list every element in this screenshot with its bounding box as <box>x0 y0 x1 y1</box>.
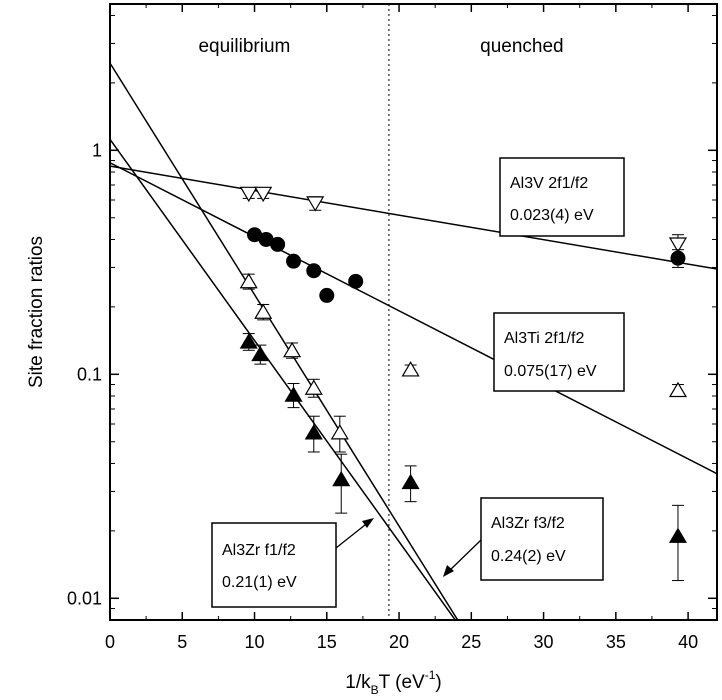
fit-line <box>110 62 459 620</box>
arrowhead-al3zr-f1f2 <box>362 518 374 528</box>
region-label-quenched: quenched <box>480 36 563 57</box>
annotation-al3v: Al3V 2f1/f2 0.023(4) eV <box>499 157 625 237</box>
x-axis-label-sub: B <box>371 683 379 697</box>
x-axis-label-mid: T (eV <box>379 672 425 693</box>
point-triangle-up <box>283 341 302 358</box>
point-triangle-down <box>306 196 325 212</box>
x-axis-label-sup: -1 <box>425 668 436 682</box>
annotation-box <box>480 497 604 581</box>
point-triangle-up <box>239 272 258 289</box>
annotation-value: 0.075(17) eV <box>504 363 597 380</box>
annotation-arrows <box>335 518 482 577</box>
point-triangle-up <box>239 333 258 349</box>
x-tick-label: 40 <box>678 632 698 652</box>
y-axis-label: Site fraction ratios <box>26 236 47 388</box>
point-triangle-up <box>668 381 688 398</box>
annotation-title: Al3Ti 2f1/f2 <box>504 330 584 347</box>
point-triangle-up <box>251 345 270 362</box>
point-triangle-up <box>332 470 351 487</box>
annotation-box <box>493 312 625 392</box>
fit-line <box>110 165 717 270</box>
arrow-al3zr-f3f2 <box>446 539 482 574</box>
annotation-value: 0.24(2) eV <box>491 548 566 565</box>
x-tick-label: 5 <box>177 632 187 652</box>
x-tick-label: 10 <box>245 632 265 652</box>
point-circle <box>270 236 286 252</box>
annotation-al3zr-f3f2: Al3Zr f3/f2 0.24(2) eV <box>480 497 604 581</box>
data-points <box>239 186 688 582</box>
point-triangle-up <box>304 379 323 395</box>
point-circle <box>670 250 686 266</box>
annotation-box <box>499 157 625 237</box>
point-triangle-up <box>401 361 420 377</box>
y-tick-label: 0.1 <box>77 364 102 384</box>
annotation-title: Al3Zr f1/f2 <box>222 542 296 559</box>
point-circle <box>319 287 335 303</box>
region-label-equilibrium: equilibrium <box>198 36 290 57</box>
x-tick-label: 30 <box>534 632 554 652</box>
point-triangle-down <box>239 186 258 203</box>
x-axis-label: 1/kBT (eV-1) <box>345 668 441 697</box>
y-tick-label: 1 <box>92 140 102 160</box>
x-axis-label-main: 1/k <box>345 672 371 693</box>
annotation-box <box>211 522 337 608</box>
x-tick-label: 35 <box>606 632 626 652</box>
point-triangle-up <box>401 473 420 490</box>
annotation-al3zr-f1f2: Al3Zr f1/f2 0.21(1) eV <box>211 522 337 608</box>
point-triangle-up <box>668 527 688 543</box>
arrow-al3zr-f1f2 <box>335 520 371 549</box>
point-triangle-up <box>254 303 273 319</box>
annotation-value: 0.21(1) eV <box>222 574 297 591</box>
annotation-title: Al3V 2f1/f2 <box>510 175 588 192</box>
point-triangle-down <box>668 237 688 253</box>
point-circle <box>247 227 263 243</box>
point-triangle-up <box>304 424 323 440</box>
point-circle <box>258 231 274 247</box>
axes: 0 5 10 15 20 25 30 35 40 0.01 0.1 1 <box>67 3 718 652</box>
point-circle <box>348 273 364 289</box>
x-tick-label: 15 <box>317 632 337 652</box>
point-circle <box>306 263 322 279</box>
fit-line <box>110 162 717 475</box>
annotation-al3ti: Al3Ti 2f1/f2 0.075(17) eV <box>493 312 625 392</box>
x-tick-label: 20 <box>389 632 409 652</box>
point-triangle-up <box>284 386 303 402</box>
point-triangle-down <box>254 186 273 203</box>
x-tick-label: 25 <box>461 632 481 652</box>
fit-lines <box>110 62 717 620</box>
x-tick-label: 0 <box>105 632 115 652</box>
point-triangle-up <box>330 424 349 440</box>
point-circle <box>286 253 302 269</box>
x-axis-label-end: ) <box>435 672 441 693</box>
annotation-value: 0.023(4) eV <box>510 207 594 224</box>
plot-frame <box>109 3 718 621</box>
annotation-title: Al3Zr f3/f2 <box>491 515 565 532</box>
y-tick-label: 0.01 <box>67 588 102 608</box>
fit-line <box>110 138 457 620</box>
arrowhead-al3zr-f3f2 <box>443 565 454 577</box>
